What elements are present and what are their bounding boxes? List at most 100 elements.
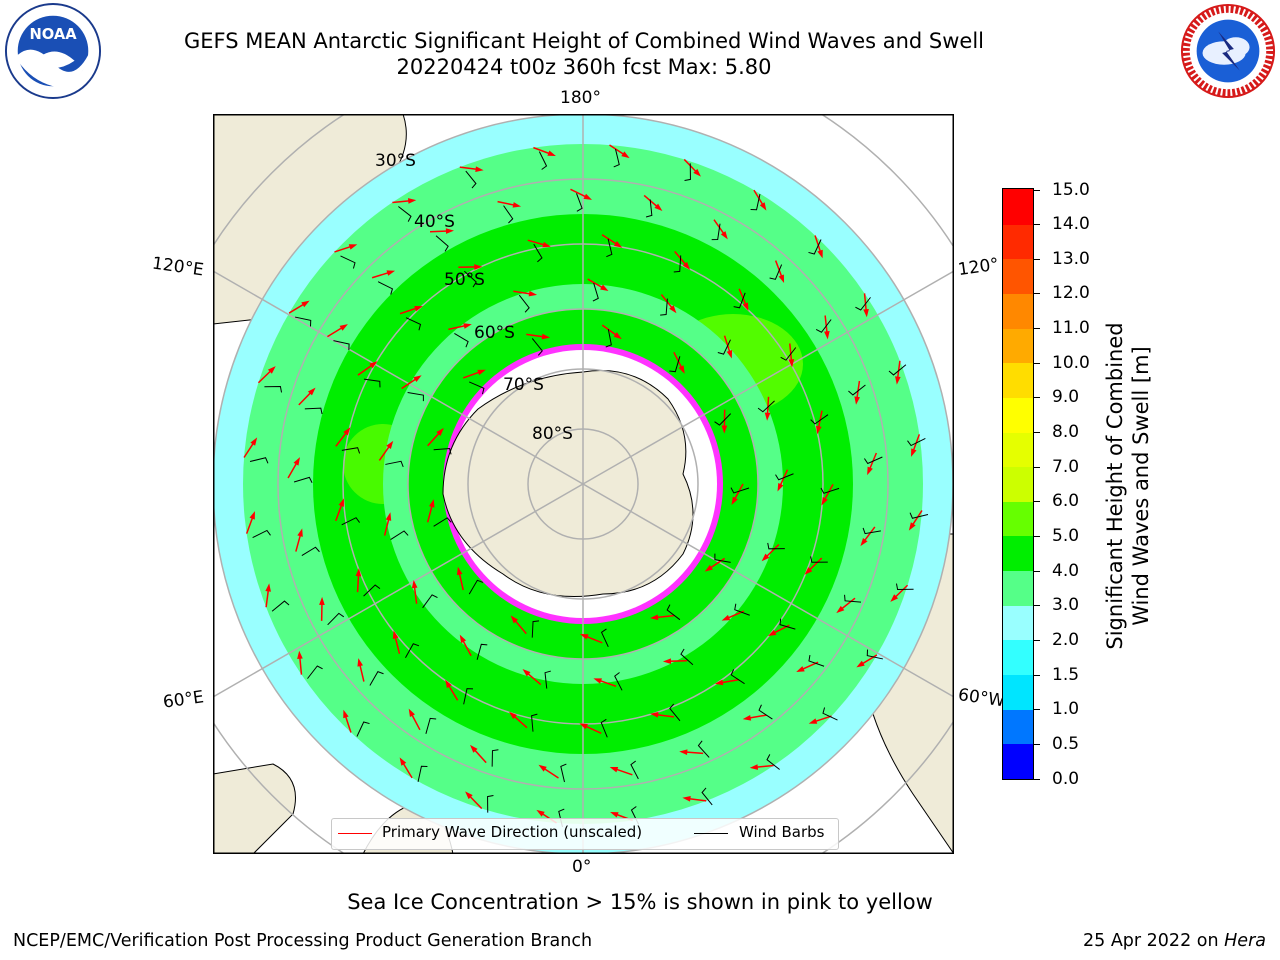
- colorbar-tick: [1034, 258, 1040, 260]
- wave-arrow: [462, 371, 481, 379]
- wave-arrow: [526, 333, 545, 338]
- colorbar-segment: [1003, 501, 1033, 537]
- wind-barb: [769, 264, 783, 280]
- wave-arrow: [378, 445, 391, 461]
- colorbar-tick-label: 14.0: [1052, 214, 1090, 235]
- wind-barb: [422, 594, 438, 609]
- wave-arrow: [720, 678, 739, 684]
- nws-logo-icon: [1180, 3, 1276, 99]
- wind-barb: [733, 292, 746, 309]
- wind-barb: [476, 643, 488, 660]
- wave-arrow: [863, 526, 876, 542]
- wave-arrow-head: [348, 244, 358, 250]
- wave-arrow: [601, 324, 618, 337]
- wind-barb: [433, 517, 452, 527]
- colorbar-segment: [1003, 258, 1033, 294]
- wave-arrow-head: [613, 332, 622, 340]
- wave-arrow: [738, 288, 747, 306]
- wave-arrow: [335, 503, 343, 522]
- wind-barb: [717, 339, 731, 355]
- wave-arrow-head: [804, 567, 813, 575]
- wave-arrow-head: [704, 564, 713, 572]
- colorbar-segment: [1003, 709, 1033, 745]
- wave-arrow-head: [265, 583, 271, 592]
- colorbar-tick: [1034, 224, 1040, 226]
- wave-arrow-head: [407, 198, 417, 204]
- colorbar-segment: [1003, 466, 1033, 502]
- colorbar-tick: [1034, 570, 1040, 572]
- wave-arrow: [245, 516, 254, 534]
- wave-arrow-head: [693, 168, 701, 177]
- wave-arrow: [459, 166, 478, 171]
- wave-arrow-head: [890, 594, 899, 602]
- wave-arrow-head: [583, 193, 593, 200]
- wave-arrow-head: [824, 331, 830, 340]
- wind-barb: [435, 235, 449, 252]
- wave-arrow-head: [522, 668, 531, 677]
- wind-barb: [398, 206, 412, 222]
- colorbar-segment: [1003, 639, 1033, 676]
- colorbar-segment: [1003, 535, 1033, 572]
- lon-label-120e: 120°E: [150, 253, 205, 281]
- footer-host: Hera: [1224, 931, 1266, 951]
- wind-barb: [341, 517, 361, 526]
- wave-arrow-head: [817, 249, 823, 259]
- wave-arrow: [840, 597, 856, 610]
- wind-barb: [750, 193, 761, 211]
- wind-barb: [714, 553, 731, 563]
- wind-barb: [405, 317, 422, 331]
- wind-barb: [327, 612, 345, 626]
- colorbar-tick-label: 0.0: [1052, 768, 1080, 789]
- wave-arrow-head: [474, 264, 483, 270]
- lon-label-180: 180°: [560, 88, 601, 108]
- wind-barb: [848, 384, 866, 396]
- wind-barb: [340, 255, 356, 269]
- footer-date: 25 Apr 2022 on Hera: [1083, 931, 1266, 951]
- wind-barb: [544, 670, 551, 689]
- wave-arrow-head: [726, 350, 733, 359]
- wave-arrow-head: [856, 660, 865, 668]
- wave-arrow: [824, 315, 828, 334]
- colorbar-tick-label: 13.0: [1052, 248, 1090, 269]
- wave-arrow-head: [761, 553, 770, 562]
- colorbar-tick-label: 10.0: [1052, 352, 1090, 373]
- colorbar-title-line2: Wind Waves and Swell [m]: [1129, 346, 1153, 626]
- wave-arrow-head: [788, 359, 795, 368]
- wind-barb: [808, 239, 822, 255]
- wave-arrow-head: [293, 457, 300, 466]
- wind-barb: [614, 672, 623, 691]
- wave-arrow: [656, 713, 675, 718]
- wave-arrow-head: [778, 274, 785, 284]
- wave-arrow: [392, 200, 411, 204]
- lat-label-50s: 50°S: [444, 270, 485, 290]
- wave-arrow-head: [579, 723, 588, 730]
- wave-arrow-head: [679, 749, 688, 755]
- wave-arrow: [601, 234, 618, 246]
- africa-land: [213, 763, 296, 854]
- wave-arrow-head: [742, 715, 752, 721]
- wind-barb: [468, 579, 484, 595]
- wave-direction-arrows: [243, 144, 923, 824]
- wave-arrow-head: [307, 387, 316, 396]
- wind-barb: [385, 460, 404, 468]
- wave-arrow-head: [816, 425, 822, 435]
- colorbar-tick: [1034, 328, 1040, 330]
- chart-title: GEFS MEAN Antarctic Significant Height o…: [183, 29, 985, 53]
- wave-arrow-head: [808, 718, 818, 724]
- colorbar-tick-label: 5.0: [1052, 525, 1080, 546]
- colorbar-title: Significant Height of Combined Wind Wave…: [1102, 276, 1154, 696]
- wave-arrow: [426, 504, 433, 523]
- wave-arrow-head: [836, 605, 845, 614]
- wind-barb: [469, 381, 485, 395]
- wave-arrow-head: [538, 764, 547, 772]
- map-legend: Primary Wave Direction (unscaled) Wind B…: [331, 818, 839, 850]
- colorbar-tick: [1034, 639, 1040, 641]
- wave-arrow: [808, 557, 823, 572]
- wave-arrow-head: [386, 440, 394, 450]
- colorbar-tick-label: 0.5: [1052, 733, 1080, 754]
- wave-arrow-head: [777, 483, 784, 492]
- lon-label-0: 0°: [572, 857, 592, 877]
- wave-arrow-head: [470, 744, 478, 753]
- noaa-logo-text: NOAA: [29, 26, 77, 43]
- wave-arrow-head: [895, 376, 901, 385]
